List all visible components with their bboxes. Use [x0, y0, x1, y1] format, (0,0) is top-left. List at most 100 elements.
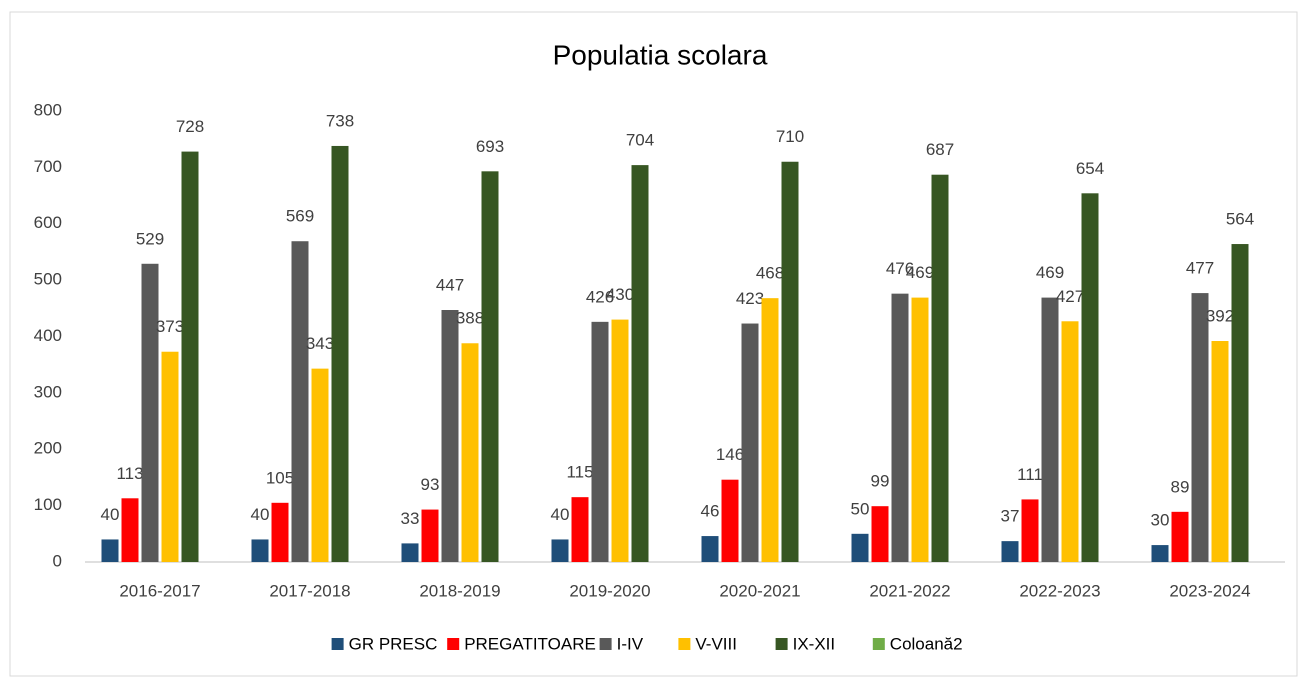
- bar: [421, 509, 439, 562]
- data-label: 426: [586, 287, 614, 306]
- bar: [1021, 499, 1039, 562]
- legend-swatch: [599, 638, 612, 650]
- data-label: 89: [1171, 477, 1190, 496]
- bar: [481, 171, 499, 563]
- data-label: 430: [606, 285, 634, 304]
- x-tick-label: 2022-2023: [1019, 581, 1100, 600]
- legend-label: PREGATITOARE: [464, 634, 596, 653]
- bar: [1171, 511, 1189, 562]
- bar: [271, 502, 289, 562]
- legend-label: V-VIII: [695, 634, 737, 653]
- bar: [141, 263, 159, 562]
- bar: [721, 479, 739, 562]
- data-label: 564: [1226, 210, 1254, 229]
- bar: [741, 323, 759, 562]
- data-label: 146: [716, 445, 744, 464]
- y-tick-label: 400: [34, 326, 62, 345]
- bar: [781, 161, 799, 563]
- bar: [461, 343, 479, 562]
- data-label: 33: [401, 509, 420, 528]
- bar: [851, 533, 869, 562]
- data-label: 529: [136, 229, 164, 248]
- data-label: 50: [851, 499, 870, 518]
- data-label: 423: [736, 289, 764, 308]
- y-tick-label: 600: [34, 213, 62, 232]
- data-label: 113: [116, 464, 143, 483]
- data-label: 468: [756, 264, 784, 283]
- x-tick-label: 2021-2022: [869, 581, 950, 600]
- y-tick-label: 300: [34, 382, 62, 401]
- x-tick-label: 2019-2020: [569, 581, 650, 600]
- bar: [891, 293, 909, 562]
- legend-swatch: [775, 638, 788, 650]
- data-label: 99: [871, 472, 890, 491]
- legend-swatch: [678, 638, 691, 650]
- bar: [931, 174, 949, 563]
- data-label: 115: [566, 463, 593, 482]
- data-label: 427: [1056, 287, 1084, 306]
- data-label: 469: [906, 263, 934, 282]
- data-label: 105: [266, 468, 294, 487]
- data-label: 40: [251, 505, 270, 524]
- data-label: 447: [436, 275, 464, 294]
- data-label: 693: [476, 137, 504, 156]
- bar: [571, 497, 589, 562]
- legend-swatch: [872, 638, 885, 650]
- legend-swatch: [331, 638, 344, 650]
- x-tick-label: 2016-2017: [119, 581, 200, 600]
- bar: [701, 536, 719, 562]
- bar: [291, 241, 309, 562]
- data-label: 704: [626, 131, 654, 150]
- y-tick-label: 500: [34, 270, 62, 289]
- data-label: 30: [1151, 511, 1170, 530]
- bar: [1041, 297, 1059, 562]
- x-tick-label: 2018-2019: [419, 581, 500, 600]
- chart-title: Populatia scolara: [553, 39, 768, 70]
- legend-label: GR PRESC: [349, 634, 438, 653]
- data-label: 710: [776, 127, 804, 146]
- bar: [1001, 541, 1019, 562]
- data-label: 93: [421, 475, 440, 494]
- data-label: 476: [886, 259, 914, 278]
- bar: [121, 498, 139, 562]
- data-label: 469: [1036, 263, 1064, 282]
- bar: [1081, 193, 1099, 562]
- bar: [1231, 244, 1249, 563]
- y-tick-label: 700: [34, 157, 62, 176]
- bar: [1211, 341, 1229, 562]
- bar: [161, 351, 179, 562]
- data-label: 46: [701, 502, 720, 521]
- bar: [551, 539, 569, 562]
- bar: [181, 151, 199, 562]
- legend-label: IX-XII: [793, 634, 836, 653]
- chart-frame: [9, 11, 1298, 677]
- x-tick-label: 2023-2024: [1169, 581, 1250, 600]
- bar: [311, 368, 329, 562]
- data-label: 392: [1206, 306, 1234, 325]
- bar: [761, 298, 779, 562]
- y-tick-label: 0: [53, 551, 62, 570]
- data-label: 40: [101, 505, 120, 524]
- bar: [591, 321, 609, 562]
- x-tick-label: 2020-2021: [719, 581, 800, 600]
- bar: [871, 506, 889, 562]
- data-label: 373: [156, 317, 184, 336]
- bar: [911, 297, 929, 562]
- x-tick-label: 2017-2018: [269, 581, 350, 600]
- bar: [401, 543, 419, 562]
- bar: [441, 310, 459, 562]
- data-label: 343: [306, 334, 334, 353]
- data-label: 687: [926, 140, 954, 159]
- bar: [331, 145, 349, 562]
- data-label: 569: [286, 207, 314, 226]
- legend-swatch: [447, 638, 460, 650]
- y-tick-label: 800: [34, 100, 62, 119]
- data-label: 388: [456, 309, 484, 328]
- bar: [631, 165, 649, 562]
- data-label: 654: [1076, 159, 1104, 178]
- bar: [611, 319, 629, 562]
- legend-label: Coloană2: [890, 634, 963, 653]
- bar: [1191, 293, 1209, 562]
- data-label: 738: [326, 111, 354, 130]
